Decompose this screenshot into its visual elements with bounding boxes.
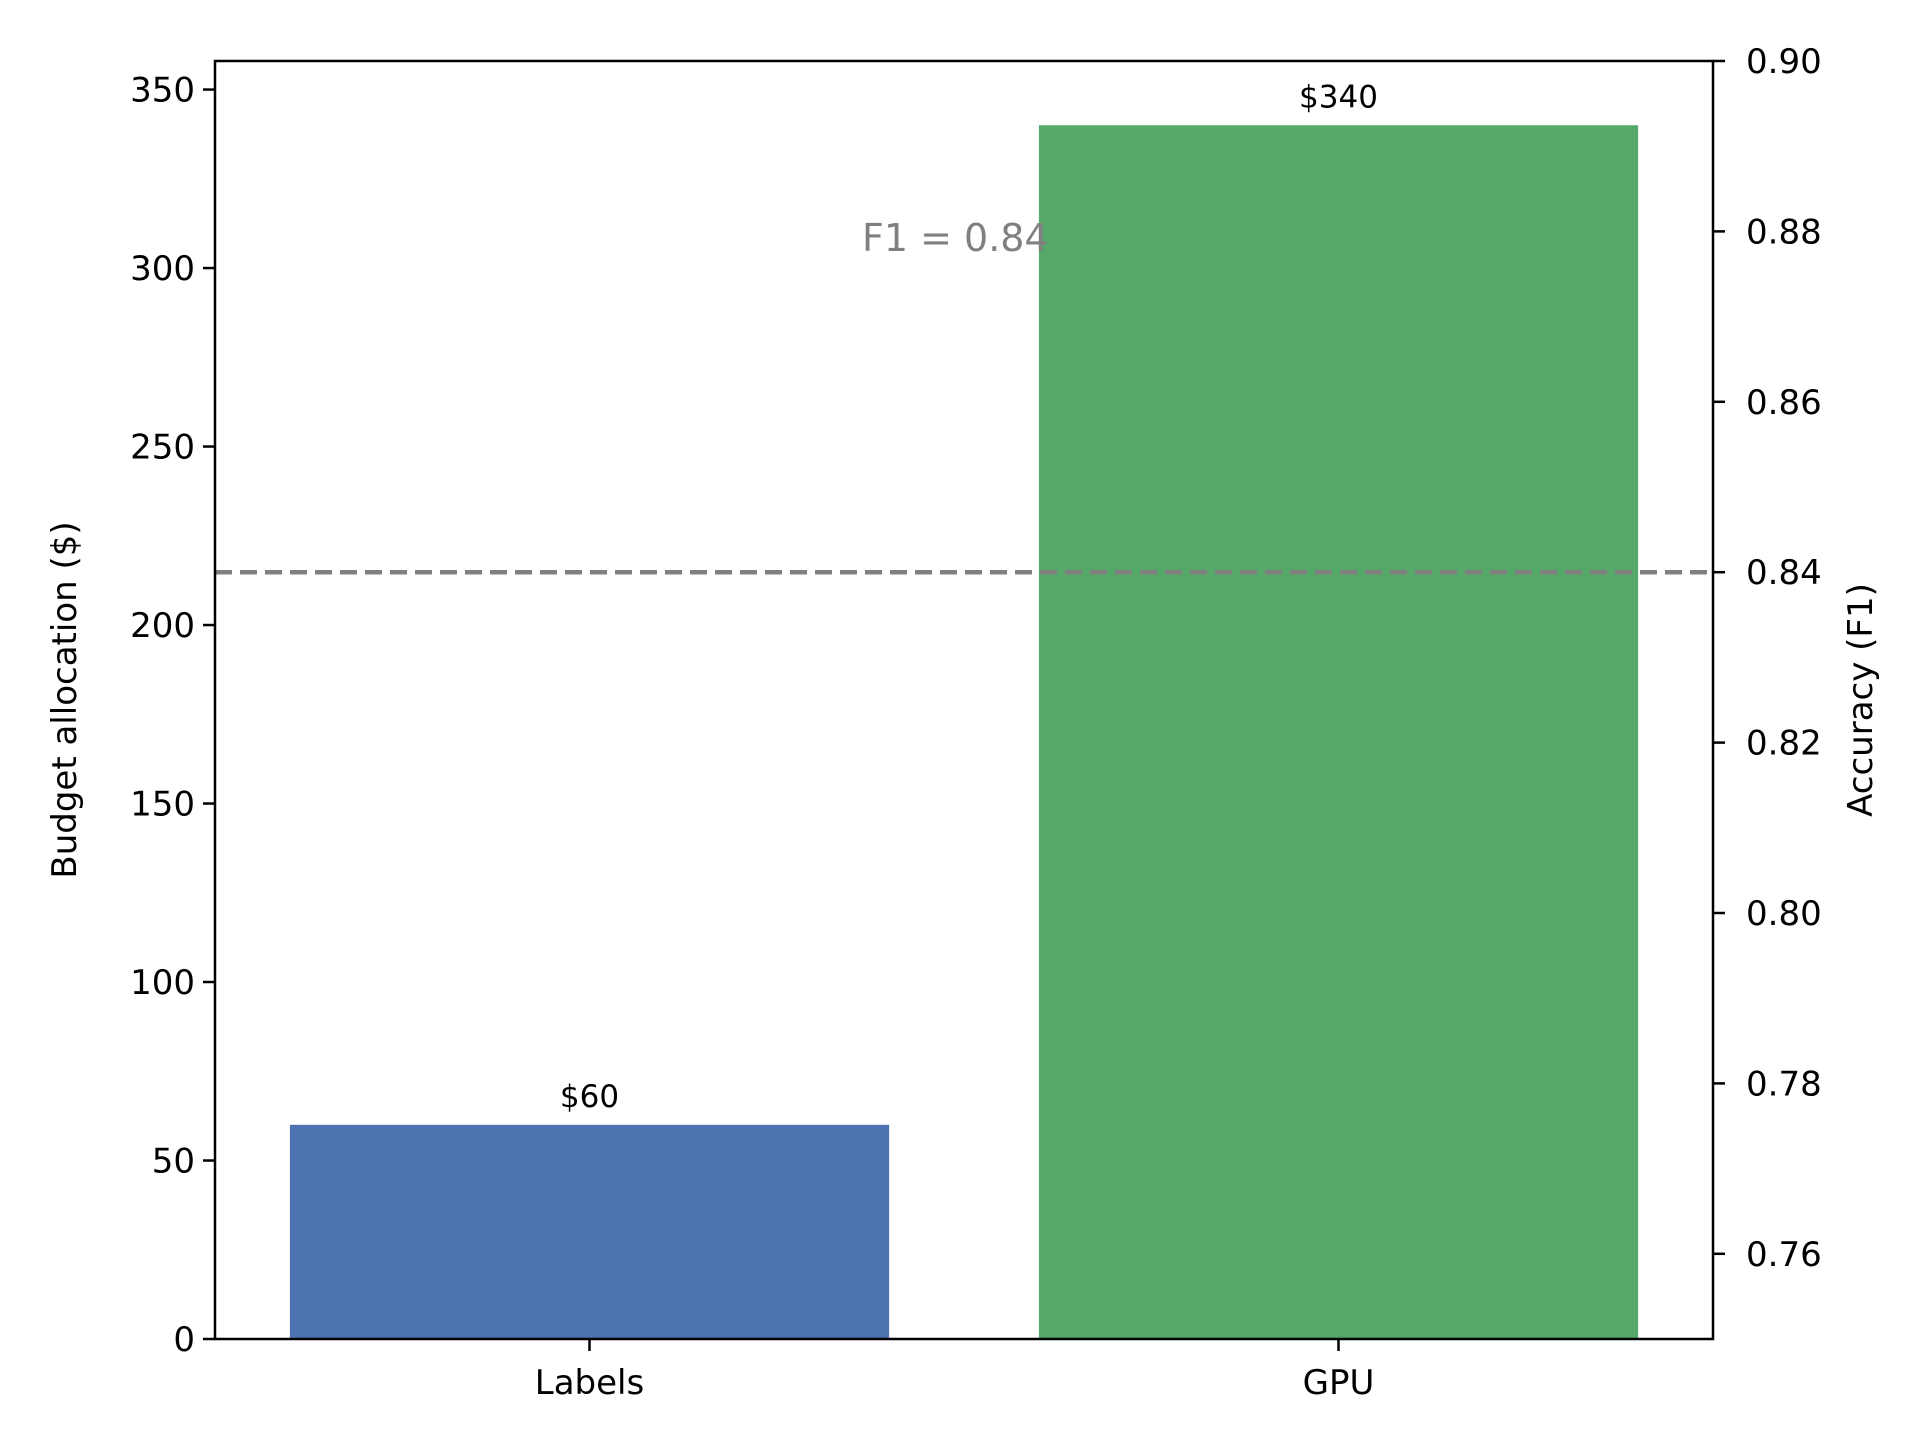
left-y-axis: 0 50 100 150 200 250 300 350 xyxy=(130,71,215,1360)
y2-tick-label: 0.76 xyxy=(1746,1235,1822,1275)
reference-line-group: F1 = 0.84 xyxy=(215,216,1713,575)
y2-tick-label: 0.78 xyxy=(1746,1064,1822,1104)
y-tick-label: 150 xyxy=(130,785,195,825)
y-tick-label: 0 xyxy=(173,1320,195,1360)
x-tick-label: Labels xyxy=(535,1363,644,1403)
x-axis: Labels GPU xyxy=(535,1339,1375,1403)
y2-tick-label: 0.84 xyxy=(1746,553,1822,593)
y-axis-title: Budget allocation ($) xyxy=(45,521,85,878)
y2-tick-label: 0.90 xyxy=(1746,42,1822,82)
bar-value-label-labels: $60 xyxy=(560,1079,619,1115)
reference-line-label: F1 = 0.84 xyxy=(862,216,1049,260)
plot-frame xyxy=(213,59,1715,1341)
y2-axis-title: Accuracy (F1) xyxy=(1841,583,1881,817)
right-y-axis: 0.76 0.78 0.80 0.82 0.84 0.86 0.88 0.90 xyxy=(1713,42,1822,1275)
y2-tick-label: 0.86 xyxy=(1746,383,1822,423)
bars: $60 $340 xyxy=(289,79,1639,1340)
y-tick-label: 100 xyxy=(130,963,195,1003)
y-tick-label: 300 xyxy=(130,249,195,289)
y2-tick-label: 0.80 xyxy=(1746,894,1822,934)
bar-value-label-gpu: $340 xyxy=(1299,79,1378,115)
y-tick-label: 250 xyxy=(130,428,195,468)
x-tick-label: GPU xyxy=(1303,1363,1375,1403)
y-tick-label: 350 xyxy=(130,71,195,111)
y-tick-label: 200 xyxy=(130,606,195,646)
y2-tick-label: 0.82 xyxy=(1746,724,1822,764)
bar-labels xyxy=(289,1124,890,1339)
y2-tick-label: 0.88 xyxy=(1746,212,1822,252)
y-tick-label: 50 xyxy=(152,1142,195,1182)
bar-gpu xyxy=(1038,125,1639,1340)
